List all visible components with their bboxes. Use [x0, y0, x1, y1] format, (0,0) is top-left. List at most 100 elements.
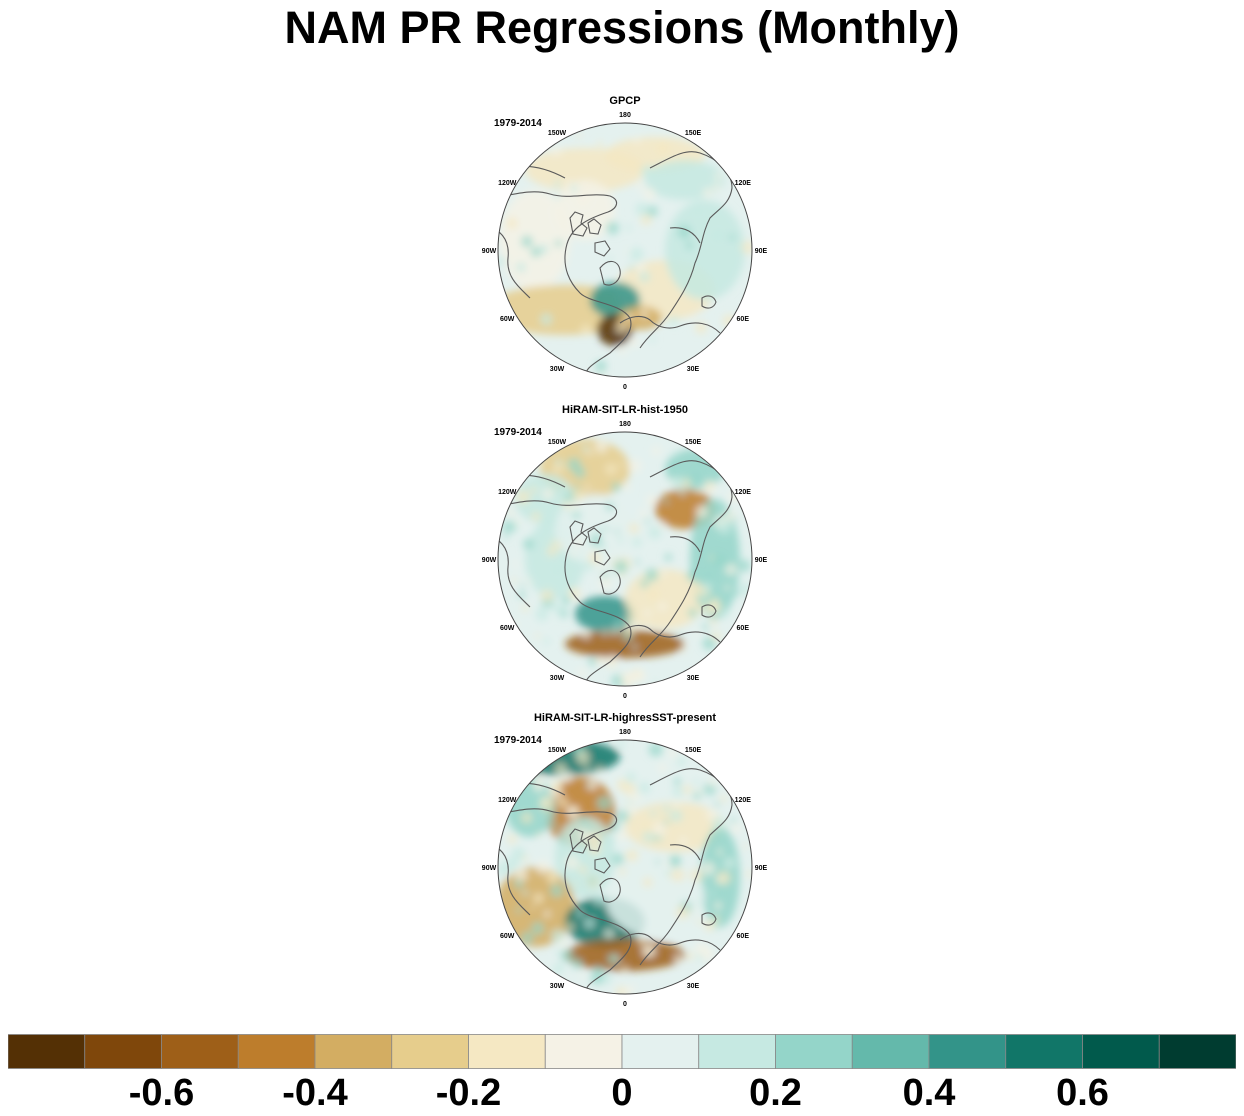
noise-speckle: [670, 858, 678, 866]
noise-speckle: [531, 511, 541, 522]
noise-speckle: [732, 516, 738, 522]
noise-speckle: [643, 187, 656, 200]
longitude-label: 90E: [755, 557, 768, 564]
noise-speckle: [562, 597, 570, 605]
colorbar-bin: [851, 1034, 930, 1069]
noise-speckle: [711, 631, 721, 641]
map-border: [497, 431, 753, 687]
coastline-segment: [599, 569, 621, 595]
longitude-label: 120W: [498, 489, 517, 496]
noise-speckle: [712, 183, 721, 192]
noise-speckle: [714, 172, 722, 181]
noise-speckle: [623, 986, 633, 994]
noise-speckle: [695, 489, 701, 494]
noise-speckle: [677, 225, 691, 239]
noise-speckle: [561, 771, 572, 783]
noise-speckle: [640, 309, 648, 318]
noise-speckle: [530, 486, 538, 493]
noise-speckle: [631, 986, 636, 991]
noise-speckle: [668, 316, 679, 327]
noise-speckle: [553, 565, 562, 574]
noise-speckle: [535, 607, 549, 621]
noise-speckle: [606, 221, 620, 235]
noise-speckle: [570, 551, 577, 558]
colorbar-bin: [621, 1034, 700, 1069]
noise-speckle: [711, 553, 724, 566]
noise-speckle: [572, 537, 583, 548]
noise-speckle: [511, 846, 526, 861]
noise-speckle: [577, 668, 587, 678]
noise-speckle: [696, 953, 703, 961]
noise-speckle: [731, 824, 741, 834]
coastline-segment: [701, 604, 717, 618]
noise-speckle: [513, 272, 524, 282]
noise-speckle: [521, 932, 534, 944]
noise-speckle: [710, 555, 715, 560]
noise-speckle: [499, 239, 504, 245]
noise-speckle: [655, 141, 670, 156]
colorbar-tick-label: 0.6: [1056, 1072, 1109, 1114]
noise-speckle: [514, 868, 528, 882]
colorbar-bin: [84, 1034, 162, 1069]
noise-speckle: [712, 230, 724, 242]
noise-speckle: [550, 539, 555, 544]
noise-speckle: [632, 644, 638, 650]
noise-speckle: [531, 922, 544, 935]
noise-speckle: [599, 565, 606, 572]
noise-speckle: [546, 871, 559, 884]
colorbar-tick-label: -0.4: [282, 1072, 348, 1114]
noise-speckle: [660, 571, 667, 578]
noise-speckle: [618, 462, 624, 468]
noise-speckle: [530, 246, 541, 258]
noise-speckle: [555, 763, 566, 774]
noise-speckle: [693, 779, 699, 785]
noise-speckle: [585, 485, 590, 490]
coastline-segment: [587, 218, 602, 235]
figure-title: NAM PR Regressions (Monthly): [284, 2, 960, 53]
noise-speckle: [619, 868, 627, 876]
coastline-segment: [498, 808, 632, 994]
colorbar-tick-label: 0.4: [902, 1072, 956, 1114]
noise-speckle: [636, 181, 645, 190]
noise-speckle: [551, 146, 562, 157]
panel-title: GPCP: [609, 95, 641, 107]
noise-speckle: [664, 861, 672, 868]
panel-title: HiRAM-SIT-LR-hist-1950: [562, 404, 688, 416]
noise-speckle: [594, 525, 602, 534]
noise-speckle: [673, 777, 681, 786]
noise-speckle: [741, 240, 752, 255]
noise-speckle: [539, 796, 554, 811]
coastline-segment: [594, 240, 611, 257]
noise-speckle: [632, 669, 646, 682]
noise-speckle: [648, 525, 662, 540]
noise-speckle: [720, 795, 727, 803]
panel-period: 1979-2014: [494, 427, 542, 438]
noise-speckle: [696, 900, 702, 906]
noise-speckle: [621, 481, 631, 491]
noise-speckle: [671, 480, 681, 490]
noise-speckle: [564, 855, 579, 870]
noise-speckle: [616, 809, 630, 823]
noise-speckle: [691, 472, 700, 482]
noise-speckle: [714, 901, 722, 910]
colorbar-bin: [698, 1034, 776, 1069]
polar-map: 180 150E 120E 90E 60E 30E 0 30W 60W 90W 120W 150W: [482, 421, 768, 700]
noise-speckle: [730, 817, 736, 824]
noise-speckle: [522, 890, 529, 896]
coastline-segment: [639, 151, 733, 349]
longitude-label: 90W: [482, 865, 497, 872]
coastline-segment: [569, 828, 588, 854]
coastline-segment: [587, 835, 602, 852]
noise-speckle: [625, 772, 636, 783]
noise-speckle: [594, 894, 605, 906]
noise-speckle: [554, 458, 563, 467]
noise-speckle: [710, 617, 718, 626]
longitude-label: 150W: [548, 439, 567, 446]
noise-speckle: [576, 191, 590, 206]
longitude-label: 180: [619, 729, 631, 736]
noise-speckle: [713, 925, 719, 931]
noise-speckle: [579, 972, 585, 978]
noise-speckle: [621, 965, 628, 971]
noise-speckle: [720, 608, 730, 618]
noise-speckle: [540, 313, 553, 326]
